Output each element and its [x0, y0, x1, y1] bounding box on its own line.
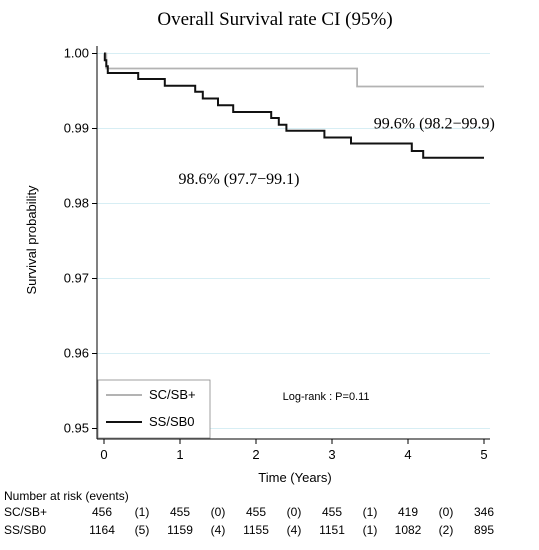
grid-lines: [97, 53, 490, 429]
y-tick-label: 0.99: [64, 121, 89, 136]
x-tick-label: 4: [404, 447, 411, 462]
risk-cell: (5): [135, 523, 150, 537]
risk-cell: 1151: [319, 523, 345, 537]
risk-row-label: SS/SB0: [4, 523, 46, 537]
survival-rate-annotation: 98.6% (97.7−99.1): [178, 171, 299, 188]
y-axis-label: Survival probability: [24, 185, 39, 295]
series-layer: [103, 52, 484, 159]
risk-cell: 455: [170, 505, 190, 519]
risk-cell: 455: [246, 505, 266, 519]
risk-cell: 1155: [243, 523, 269, 537]
legend-box: [97, 379, 211, 439]
risk-cell: (0): [211, 505, 226, 519]
risk-cell: 455: [322, 505, 342, 519]
risk-cell: (4): [211, 523, 226, 537]
x-axis-label: Time (Years): [258, 470, 331, 485]
annotations: 99.6% (98.2−99.9) 98.6% (97.7−99.1) Log-ra…: [178, 116, 494, 404]
risk-cell: 895: [474, 523, 494, 537]
y-tick-label: 0.97: [64, 271, 89, 286]
risk-cell: 456: [92, 505, 112, 519]
x-tick-label: 0: [100, 447, 107, 462]
risk-cell: 1082: [395, 523, 422, 537]
legend-entry-sc-sb: SC/SB+: [149, 387, 196, 402]
series-line-ss-sb0: [103, 52, 484, 159]
y-tick-label: 0.98: [64, 196, 89, 211]
risk-table-header: Number at risk (events): [4, 489, 129, 503]
y-tick-label: 1.00: [64, 46, 89, 61]
risk-cell: 419: [398, 505, 418, 519]
y-tick-label: 0.95: [64, 421, 89, 436]
risk-cell: 346: [474, 505, 494, 519]
risk-cell: 1164: [89, 523, 115, 537]
risk-cell: (2): [439, 523, 454, 537]
legend: SC/SB+ SS/SB0: [97, 379, 211, 439]
x-tick-label: 5: [480, 447, 487, 462]
risk-cell: (4): [287, 523, 302, 537]
survival-rate-annotation: 99.6% (98.2−99.9): [374, 116, 495, 133]
x-tick-label: 2: [252, 447, 259, 462]
log-rank-annotation: Log-rank : P=0.11: [283, 391, 370, 403]
tick-labels: 0.95 0.96 0.97 0.98 0.99 1.00 0 1 2 3 4 5: [64, 46, 488, 463]
risk-cell: (0): [287, 505, 302, 519]
risk-cell: (1): [363, 505, 378, 519]
y-tick-label: 0.96: [64, 346, 89, 361]
risk-table: Number at risk (events) SC/SB+ 456 (1) 455 (…: [4, 489, 494, 537]
risk-cell: (0): [439, 505, 454, 519]
risk-cell: 1159: [167, 523, 193, 537]
chart-title: Overall Survival rate CI (95%): [157, 9, 392, 30]
risk-row-label: SC/SB+: [4, 505, 47, 519]
series-line-sc-sb-: [104, 52, 484, 88]
legend-entry-ss-sb0: SS/SB0: [149, 414, 195, 429]
risk-cell: (1): [135, 505, 150, 519]
risk-cell: (1): [363, 523, 378, 537]
axes: [92, 46, 490, 444]
x-tick-label: 1: [176, 447, 183, 462]
x-tick-label: 3: [328, 447, 335, 462]
